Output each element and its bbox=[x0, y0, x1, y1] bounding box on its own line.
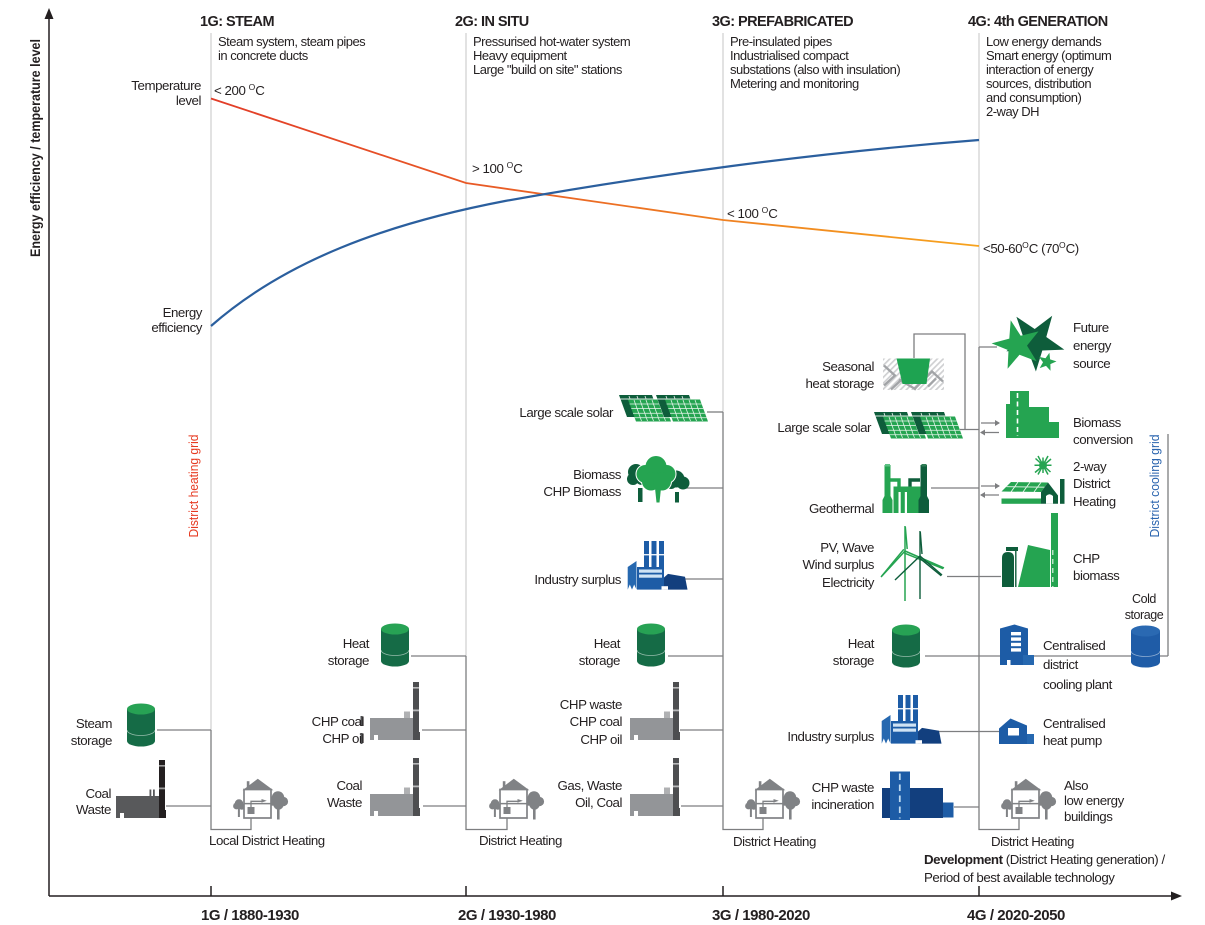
svg-text:Energy efficiency / temperatur: Energy efficiency / temperature level bbox=[28, 39, 43, 257]
svg-text:District cooling grid: District cooling grid bbox=[1148, 434, 1162, 537]
svg-text:District heating grid: District heating grid bbox=[187, 434, 201, 537]
